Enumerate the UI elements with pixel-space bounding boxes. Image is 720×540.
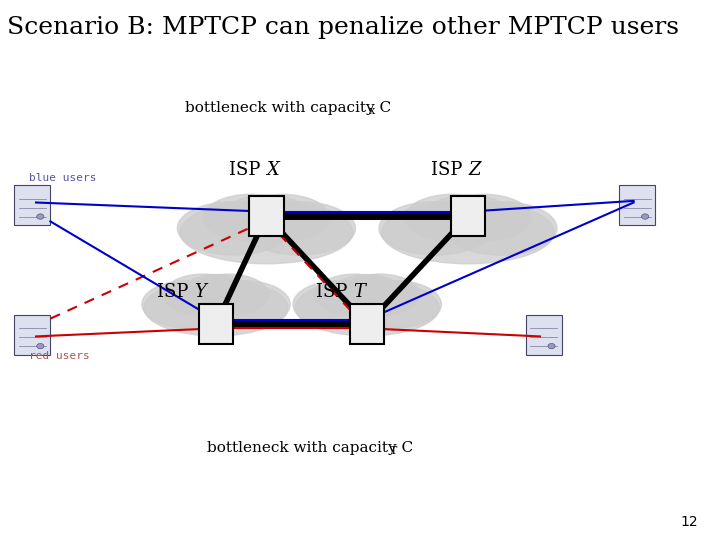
- Bar: [249, 195, 284, 237]
- Ellipse shape: [348, 281, 441, 328]
- Ellipse shape: [203, 194, 298, 241]
- Ellipse shape: [180, 201, 353, 264]
- Ellipse shape: [295, 280, 439, 336]
- Text: X: X: [266, 161, 279, 179]
- Ellipse shape: [315, 274, 394, 315]
- Text: T: T: [390, 446, 397, 456]
- Ellipse shape: [426, 195, 510, 235]
- Circle shape: [548, 343, 555, 349]
- Text: ISP: ISP: [157, 282, 194, 301]
- Text: Z: Z: [468, 161, 480, 179]
- Text: x: x: [369, 105, 375, 116]
- Ellipse shape: [142, 281, 235, 328]
- Text: ISP: ISP: [315, 282, 353, 301]
- Ellipse shape: [177, 201, 289, 255]
- Ellipse shape: [436, 194, 531, 241]
- Ellipse shape: [379, 201, 491, 255]
- Text: Y: Y: [194, 282, 206, 301]
- Ellipse shape: [382, 201, 554, 264]
- Bar: [14, 185, 50, 226]
- Circle shape: [37, 214, 44, 219]
- Ellipse shape: [181, 274, 251, 311]
- Text: bottleneck with capacity C: bottleneck with capacity C: [207, 441, 413, 455]
- Ellipse shape: [144, 280, 288, 336]
- Bar: [14, 314, 50, 355]
- Ellipse shape: [243, 201, 356, 255]
- Text: ISP: ISP: [229, 161, 266, 179]
- Bar: [526, 314, 562, 355]
- Text: T: T: [353, 282, 365, 301]
- Ellipse shape: [293, 281, 387, 328]
- Ellipse shape: [235, 194, 330, 241]
- Circle shape: [642, 214, 649, 219]
- Bar: [199, 303, 233, 345]
- Bar: [619, 185, 655, 226]
- Ellipse shape: [341, 274, 420, 315]
- Text: red users: red users: [29, 352, 89, 361]
- Ellipse shape: [405, 194, 500, 241]
- Text: 12: 12: [681, 515, 698, 529]
- Circle shape: [37, 343, 44, 349]
- Ellipse shape: [197, 281, 290, 328]
- Bar: [350, 303, 384, 345]
- Text: bottleneck with capacity C: bottleneck with capacity C: [185, 101, 391, 115]
- Ellipse shape: [333, 274, 402, 311]
- Text: Scenario B: MPTCP can penalize other MPTCP users: Scenario B: MPTCP can penalize other MPT…: [7, 16, 679, 39]
- Ellipse shape: [445, 201, 557, 255]
- Text: ISP: ISP: [431, 161, 468, 179]
- Ellipse shape: [225, 195, 308, 235]
- Ellipse shape: [189, 274, 269, 315]
- Bar: [451, 195, 485, 237]
- Text: blue users: blue users: [29, 173, 96, 183]
- Ellipse shape: [163, 274, 243, 315]
